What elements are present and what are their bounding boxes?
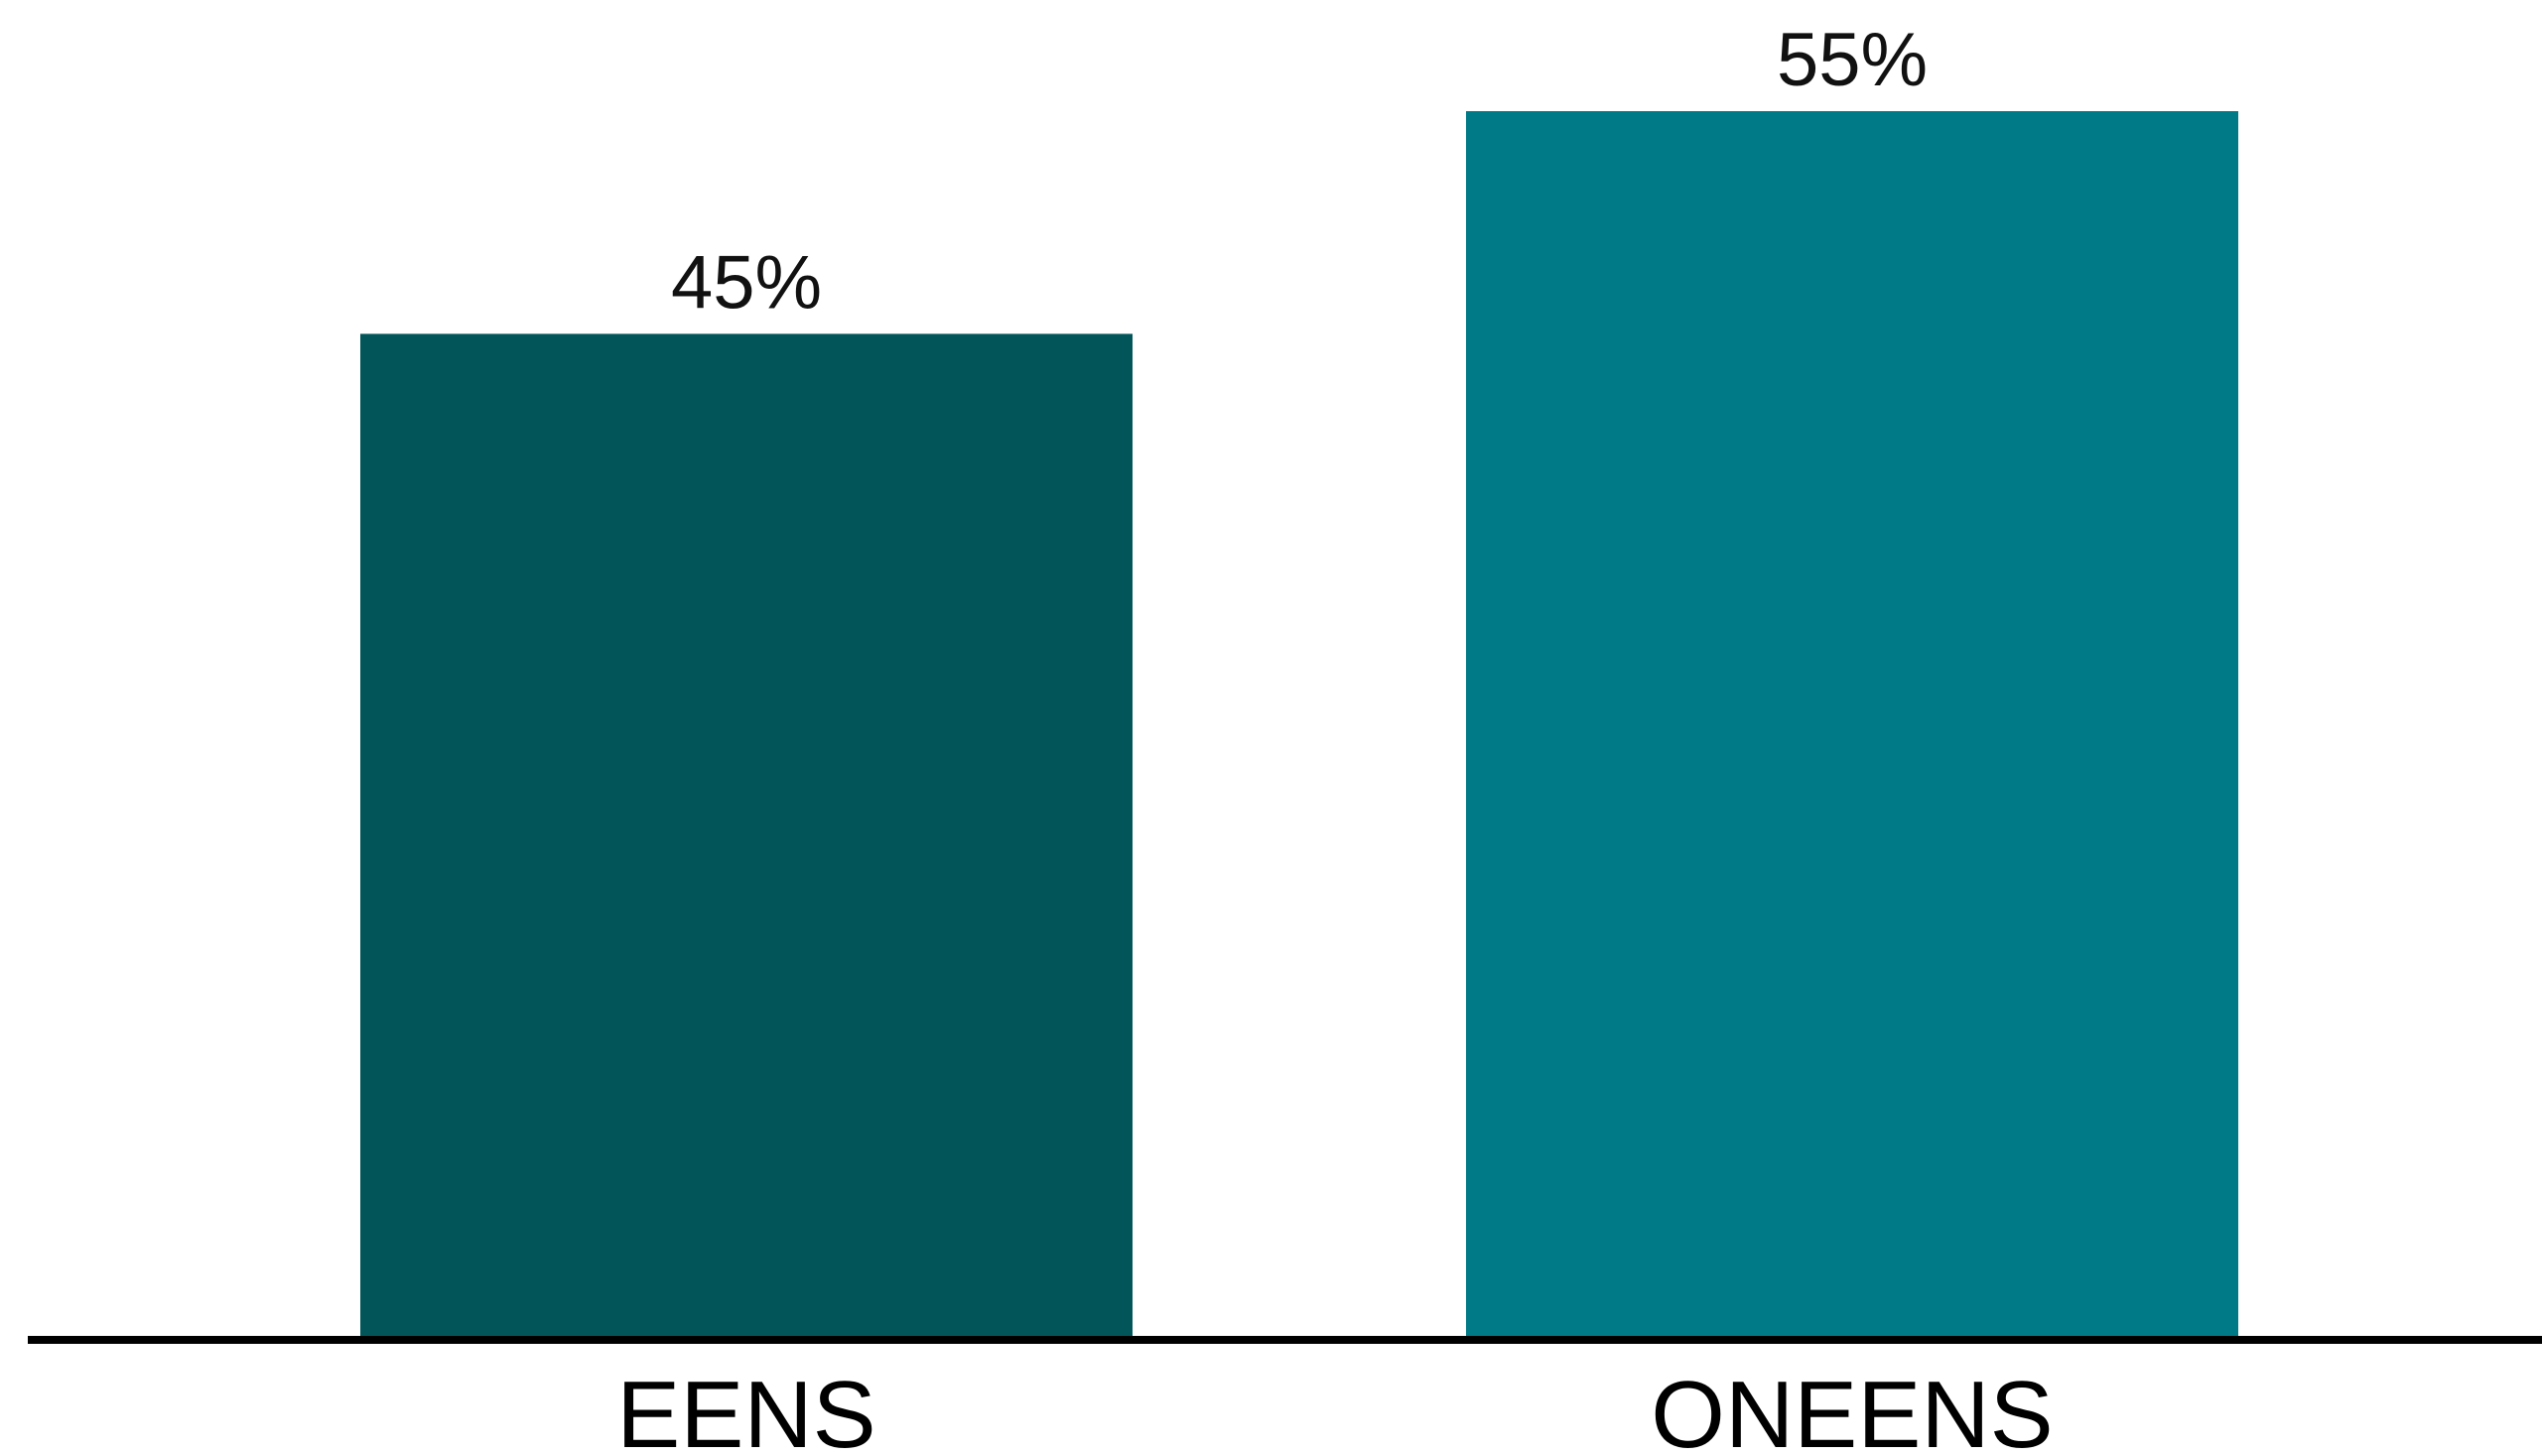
category-label-eens: EENS xyxy=(616,1362,875,1456)
bar-oneens xyxy=(1466,111,2238,1336)
labels-layer: 45% EENS 55% ONEENS xyxy=(616,18,2053,1456)
category-label-oneens: ONEENS xyxy=(1651,1362,2053,1456)
value-label-oneens: 55% xyxy=(1777,18,1928,102)
value-label-eens: 45% xyxy=(671,240,822,325)
bar-eens xyxy=(360,333,1133,1336)
bars-layer xyxy=(360,111,2238,1336)
